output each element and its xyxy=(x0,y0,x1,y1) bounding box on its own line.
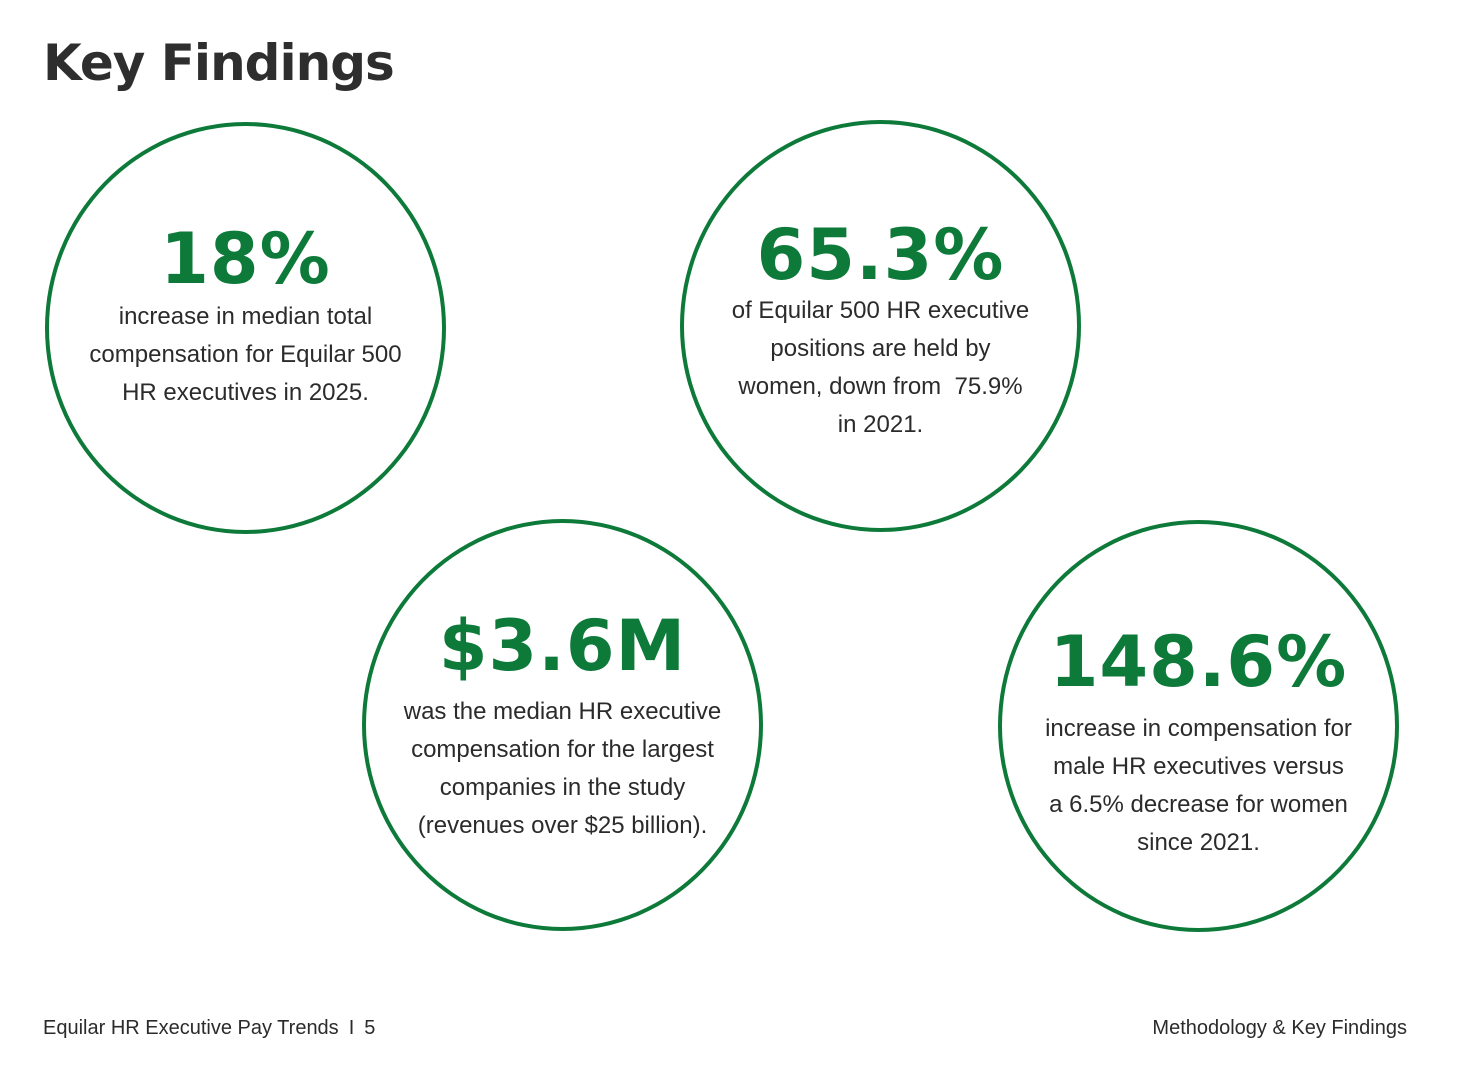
finding-description-line: since 2021. xyxy=(1137,829,1260,856)
finding-description-line: in 2021. xyxy=(837,411,924,438)
finding-circle-women-positions: 65.3% of Equilar 500 HR executive positi… xyxy=(680,120,1081,532)
page-title: Key Findings xyxy=(43,34,395,92)
finding-value: 18% xyxy=(160,218,331,300)
footer-separator: I xyxy=(348,1017,355,1039)
footer-section-name: Methodology & Key Findings xyxy=(1152,1017,1407,1039)
finding-description-line: compensation for Equilar 500 xyxy=(89,341,402,368)
finding-value: 148.6% xyxy=(1049,621,1348,703)
finding-description-line: companies in the study xyxy=(439,774,686,801)
finding-description-line: HR executives in 2025. xyxy=(122,379,369,406)
finding-description-line: women, down from 75.9% xyxy=(738,373,1023,400)
finding-description: increase in median total compensation fo… xyxy=(66,298,426,412)
publication-name: Equilar HR Executive Pay Trends xyxy=(43,1017,339,1039)
finding-value: 65.3% xyxy=(756,214,1005,296)
finding-description-line: increase in median total xyxy=(118,303,373,330)
page-number: 5 xyxy=(364,1017,376,1039)
finding-description-line: (revenues over $25 billion). xyxy=(417,812,708,839)
finding-description: increase in compensation for male HR exe… xyxy=(1024,710,1374,862)
finding-description: was the median HR executive compensation… xyxy=(388,693,738,845)
footer-publication: Equilar HR Executive Pay Trends I 5 xyxy=(43,1017,375,1040)
finding-description-line: male HR executives versus xyxy=(1053,753,1344,780)
finding-description-line: a 6.5% decrease for women xyxy=(1049,791,1348,818)
finding-description: of Equilar 500 HR executive positions ar… xyxy=(716,292,1046,444)
finding-description-line: was the median HR executive xyxy=(403,698,722,725)
finding-description-line: positions are held by xyxy=(770,335,991,362)
finding-circle-gender-compensation: 148.6% increase in compensation for male… xyxy=(998,520,1399,932)
finding-circle-median-compensation: 18% increase in median total compensatio… xyxy=(45,122,446,534)
finding-description-line: increase in compensation for xyxy=(1045,715,1352,742)
finding-circle-largest-companies: $3.6M was the median HR executive compen… xyxy=(362,519,763,931)
finding-description-line: compensation for the largest xyxy=(411,736,714,763)
finding-description-line: of Equilar 500 HR executive xyxy=(731,297,1030,324)
finding-value: $3.6M xyxy=(438,605,687,687)
